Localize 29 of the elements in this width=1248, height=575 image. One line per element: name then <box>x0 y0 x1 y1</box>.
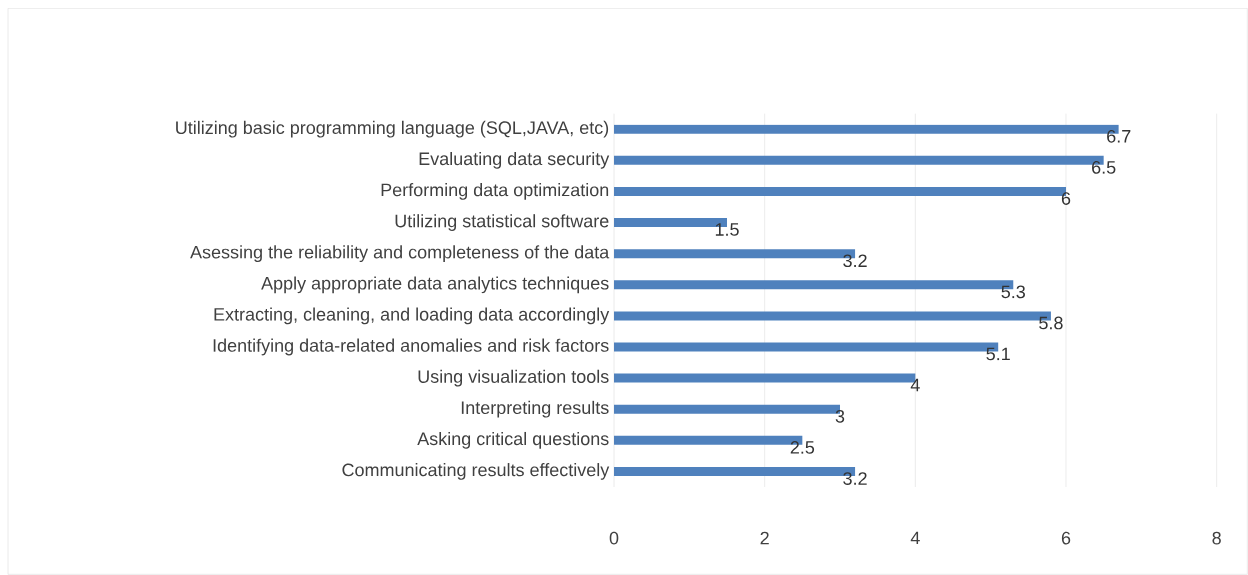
y-tick-label: Asking critical questions <box>417 431 609 449</box>
x-tick-label: 8 <box>1212 531 1221 545</box>
y-tick-label: Performing data optimization <box>381 183 609 200</box>
x-tick-label: 4 <box>910 531 920 545</box>
y-tick-label: Apply appropriate data analytics techniques <box>261 276 609 294</box>
data-label: 3 <box>835 409 845 423</box>
x-tick-label: 6 <box>1061 531 1071 545</box>
data-label: 3.2 <box>843 254 867 268</box>
y-tick-label: Extracting, cleaning, and loading data accordingly <box>214 307 610 325</box>
data-label: 1.5 <box>715 223 739 236</box>
x-tick-label: 2 <box>760 531 769 545</box>
data-label: 5.3 <box>1001 285 1025 299</box>
data-label: 6 <box>1061 192 1071 205</box>
y-tick-label: Using visualization tools <box>418 369 609 387</box>
y-tick-label: Identifying data-related anomalies and risk factors <box>213 338 609 356</box>
y-tick-label: Communicating results effectively <box>342 463 610 480</box>
y-tick-label: Interpreting results <box>461 400 609 418</box>
data-label: 5.1 <box>986 347 1010 361</box>
x-tick-label: 0 <box>609 531 619 545</box>
data-label: 6.7 <box>1107 129 1131 143</box>
data-label: 3.2 <box>843 472 867 485</box>
y-tick-label: Evaluating data security <box>419 151 610 169</box>
data-label: 4 <box>910 378 920 392</box>
y-tick-label: Utilizing statistical software <box>395 214 609 231</box>
y-tick-label: Utilizing basic programming language (SQL,JAVA, etc) <box>176 120 609 138</box>
data-label: 5.8 <box>1039 316 1063 330</box>
data-label: 2.5 <box>790 441 815 454</box>
data-label: 6.5 <box>1092 161 1116 174</box>
y-tick-label: Asessing the reliability and completeness of the data <box>190 245 610 263</box>
